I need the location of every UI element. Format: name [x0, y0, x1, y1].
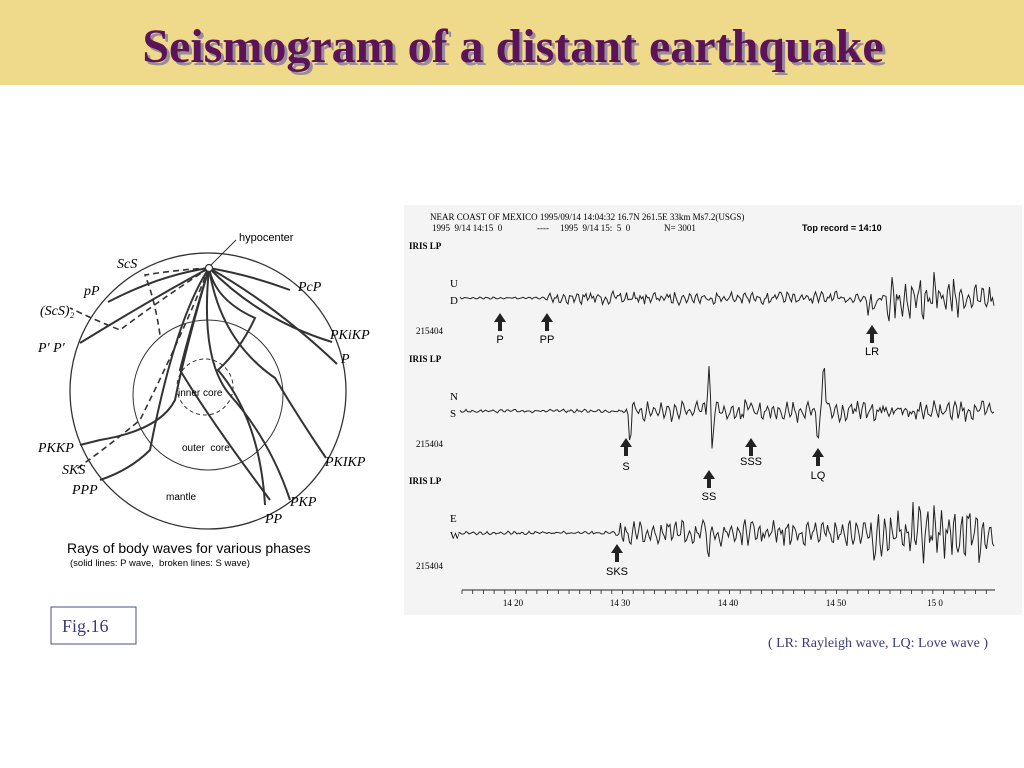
component-label: N: [450, 391, 458, 403]
phase-label: S: [622, 461, 629, 473]
footnote: ( LR: Rayleigh wave, LQ: Love wave ): [768, 636, 988, 651]
seismogram-header: ----: [537, 223, 549, 233]
phase-arrow: [620, 438, 632, 456]
trace: [459, 366, 995, 449]
phase-label: LQ: [811, 470, 826, 482]
station-label: IRIS LP: [409, 241, 442, 251]
seismogram-header: 1995 9/14 14:15 0: [432, 223, 503, 233]
component-label: D: [450, 295, 458, 307]
phase-label: ScS: [117, 257, 137, 272]
phase-label: PKKP: [37, 441, 74, 456]
region-label: outer core: [182, 443, 230, 454]
time-tick-label: 14 40: [718, 598, 739, 608]
phase-label: PP: [540, 334, 555, 346]
region-label: mantle: [166, 492, 196, 503]
hypocenter-point: [204, 263, 214, 273]
component-label: W: [450, 530, 461, 542]
figure-label: Fig.16: [62, 616, 109, 636]
phase-label: SKS: [606, 566, 628, 578]
earth-surface: [69, 252, 347, 530]
trace-id: 215404: [416, 439, 444, 449]
figure-label-box: [50, 606, 137, 645]
title-bar: [0, 0, 1024, 85]
time-tick-label: 15 0: [927, 598, 943, 608]
component-label: U: [450, 278, 458, 290]
diagram-caption-note: (solid lines: P wave, broken lines: S wa…: [70, 558, 250, 569]
component-label: E: [450, 513, 457, 525]
trace: [459, 501, 995, 564]
phase-label: P′ P′: [37, 341, 66, 356]
phase-label: pP: [83, 284, 100, 299]
phase-arrow: [703, 470, 715, 488]
phase-label: PPP: [71, 483, 98, 498]
phase-label: PKiKP: [329, 328, 370, 343]
phase-arrow: [745, 438, 757, 456]
title-shadow: Seismogram of a distant earthquake: [145, 23, 886, 76]
hypocenter-label: hypocenter: [239, 232, 294, 244]
phase-label: PP: [264, 512, 283, 527]
phase-arrow: [494, 313, 506, 331]
trace: [459, 271, 995, 322]
diagram-caption: Rays of body waves for various phases: [67, 540, 311, 556]
region-label: inner core: [178, 388, 223, 399]
phase-label: PKP: [289, 495, 317, 510]
phase-label: (ScS)₂: [40, 304, 75, 319]
time-tick-label: 14 30: [610, 598, 631, 608]
phase-arrow: [611, 544, 623, 562]
phase-label: SSS: [740, 456, 762, 468]
trace-id: 215404: [416, 326, 444, 336]
seismogram-header: 1995 9/14 15: 5 0: [560, 223, 631, 233]
seismogram-header: NEAR COAST OF MEXICO 1995/09/14 14:04:32…: [430, 212, 744, 222]
station-label: IRIS LP: [409, 354, 442, 364]
title: Seismogram of a distant earthquake: [142, 20, 883, 73]
component-label: S: [450, 408, 456, 420]
phase-label: SS: [702, 491, 717, 503]
time-tick-label: 14 20: [503, 598, 524, 608]
phase-arrow: [812, 448, 824, 466]
phase-label: PKIKP: [324, 455, 366, 470]
phase-arrow: [866, 325, 878, 343]
hypocenter-pointer: [210, 239, 237, 266]
ray-diagram: [69, 239, 347, 530]
phase-arrow: [541, 313, 553, 331]
phase-label: P: [340, 352, 350, 367]
time-tick-label: 14 50: [826, 598, 847, 608]
seismogram-panel: [404, 205, 1022, 615]
phase-label: LR: [865, 346, 879, 358]
phase-label: P: [496, 334, 503, 346]
s-rays: [69, 267, 210, 471]
trace-id: 215404: [416, 561, 444, 571]
p-rays: [79, 267, 338, 506]
phase-label: SKS: [62, 463, 85, 478]
seismogram-header: N= 3001: [664, 223, 696, 233]
phase-label: PcP: [297, 280, 322, 295]
top-record: Top record = 14:10: [802, 223, 882, 233]
station-label: IRIS LP: [409, 476, 442, 486]
